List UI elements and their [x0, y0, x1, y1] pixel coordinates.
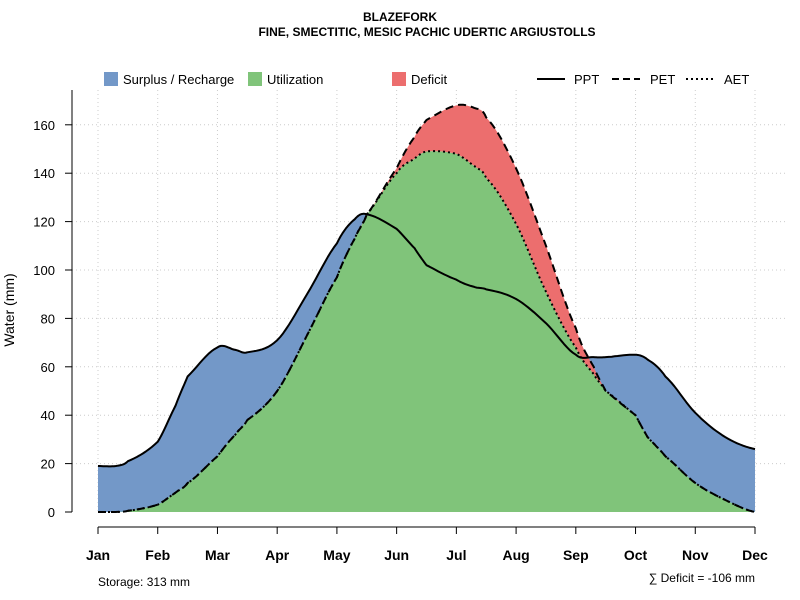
y-tick-label-160: 160 [33, 118, 55, 133]
chart-title: BLAZEFORK [363, 10, 437, 24]
y-tick-label-80: 80 [41, 311, 55, 326]
storage-note: Storage: 313 mm [98, 575, 190, 589]
x-tick-label-Jun: Jun [384, 547, 409, 563]
legend-swatch-utilization [248, 72, 262, 86]
x-tick-label-Jan: Jan [86, 547, 110, 563]
legend-label-surplus: Surplus / Recharge [123, 72, 234, 87]
x-tick-label-Mar: Mar [205, 547, 230, 563]
x-tick-label-Feb: Feb [145, 547, 170, 563]
x-tick-label-May: May [323, 547, 350, 563]
deficit-note: ∑ Deficit = -106 mm [649, 571, 755, 585]
legend: Surplus / Recharge Utilization Deficit P… [104, 72, 749, 87]
axis-ticks: 0 20 40 60 80 100 120 140 160 Jan Feb Mar Apr May Jun J… [33, 118, 768, 563]
chart-subtitle: FINE, SMECTITIC, MESIC PACHIC UDERTIC AR… [258, 25, 595, 39]
y-tick-label-40: 40 [41, 408, 55, 423]
y-axis-label: Water (mm) [1, 273, 17, 346]
area-fills [98, 104, 755, 513]
legend-label-ppt: PPT [574, 72, 599, 87]
x-tick-label-Apr: Apr [265, 547, 290, 563]
series-line-ppt [98, 212, 756, 468]
x-tick-label-Nov: Nov [682, 547, 709, 563]
legend-label-utilization: Utilization [267, 72, 323, 87]
y-tick-label-60: 60 [41, 360, 55, 375]
y-tick-label-0: 0 [48, 505, 55, 520]
x-tick-label-Dec: Dec [742, 547, 768, 563]
legend-label-pet: PET [650, 72, 675, 87]
series-lines [98, 103, 756, 513]
x-tick-label-Oct: Oct [624, 547, 648, 563]
legend-label-deficit: Deficit [411, 72, 448, 87]
x-tick-label-Jul: Jul [446, 547, 466, 563]
legend-swatch-deficit [392, 72, 406, 86]
legend-label-aet: AET [724, 72, 749, 87]
y-tick-label-100: 100 [33, 263, 55, 278]
area-utilization [98, 151, 755, 512]
x-tick-label-Sep: Sep [563, 547, 589, 563]
x-tick-label-Aug: Aug [502, 547, 529, 563]
legend-swatch-surplus [104, 72, 118, 86]
y-tick-label-140: 140 [33, 166, 55, 181]
series-line-pet [98, 103, 756, 513]
y-tick-label-120: 120 [33, 215, 55, 230]
y-tick-label-20: 20 [41, 457, 55, 472]
